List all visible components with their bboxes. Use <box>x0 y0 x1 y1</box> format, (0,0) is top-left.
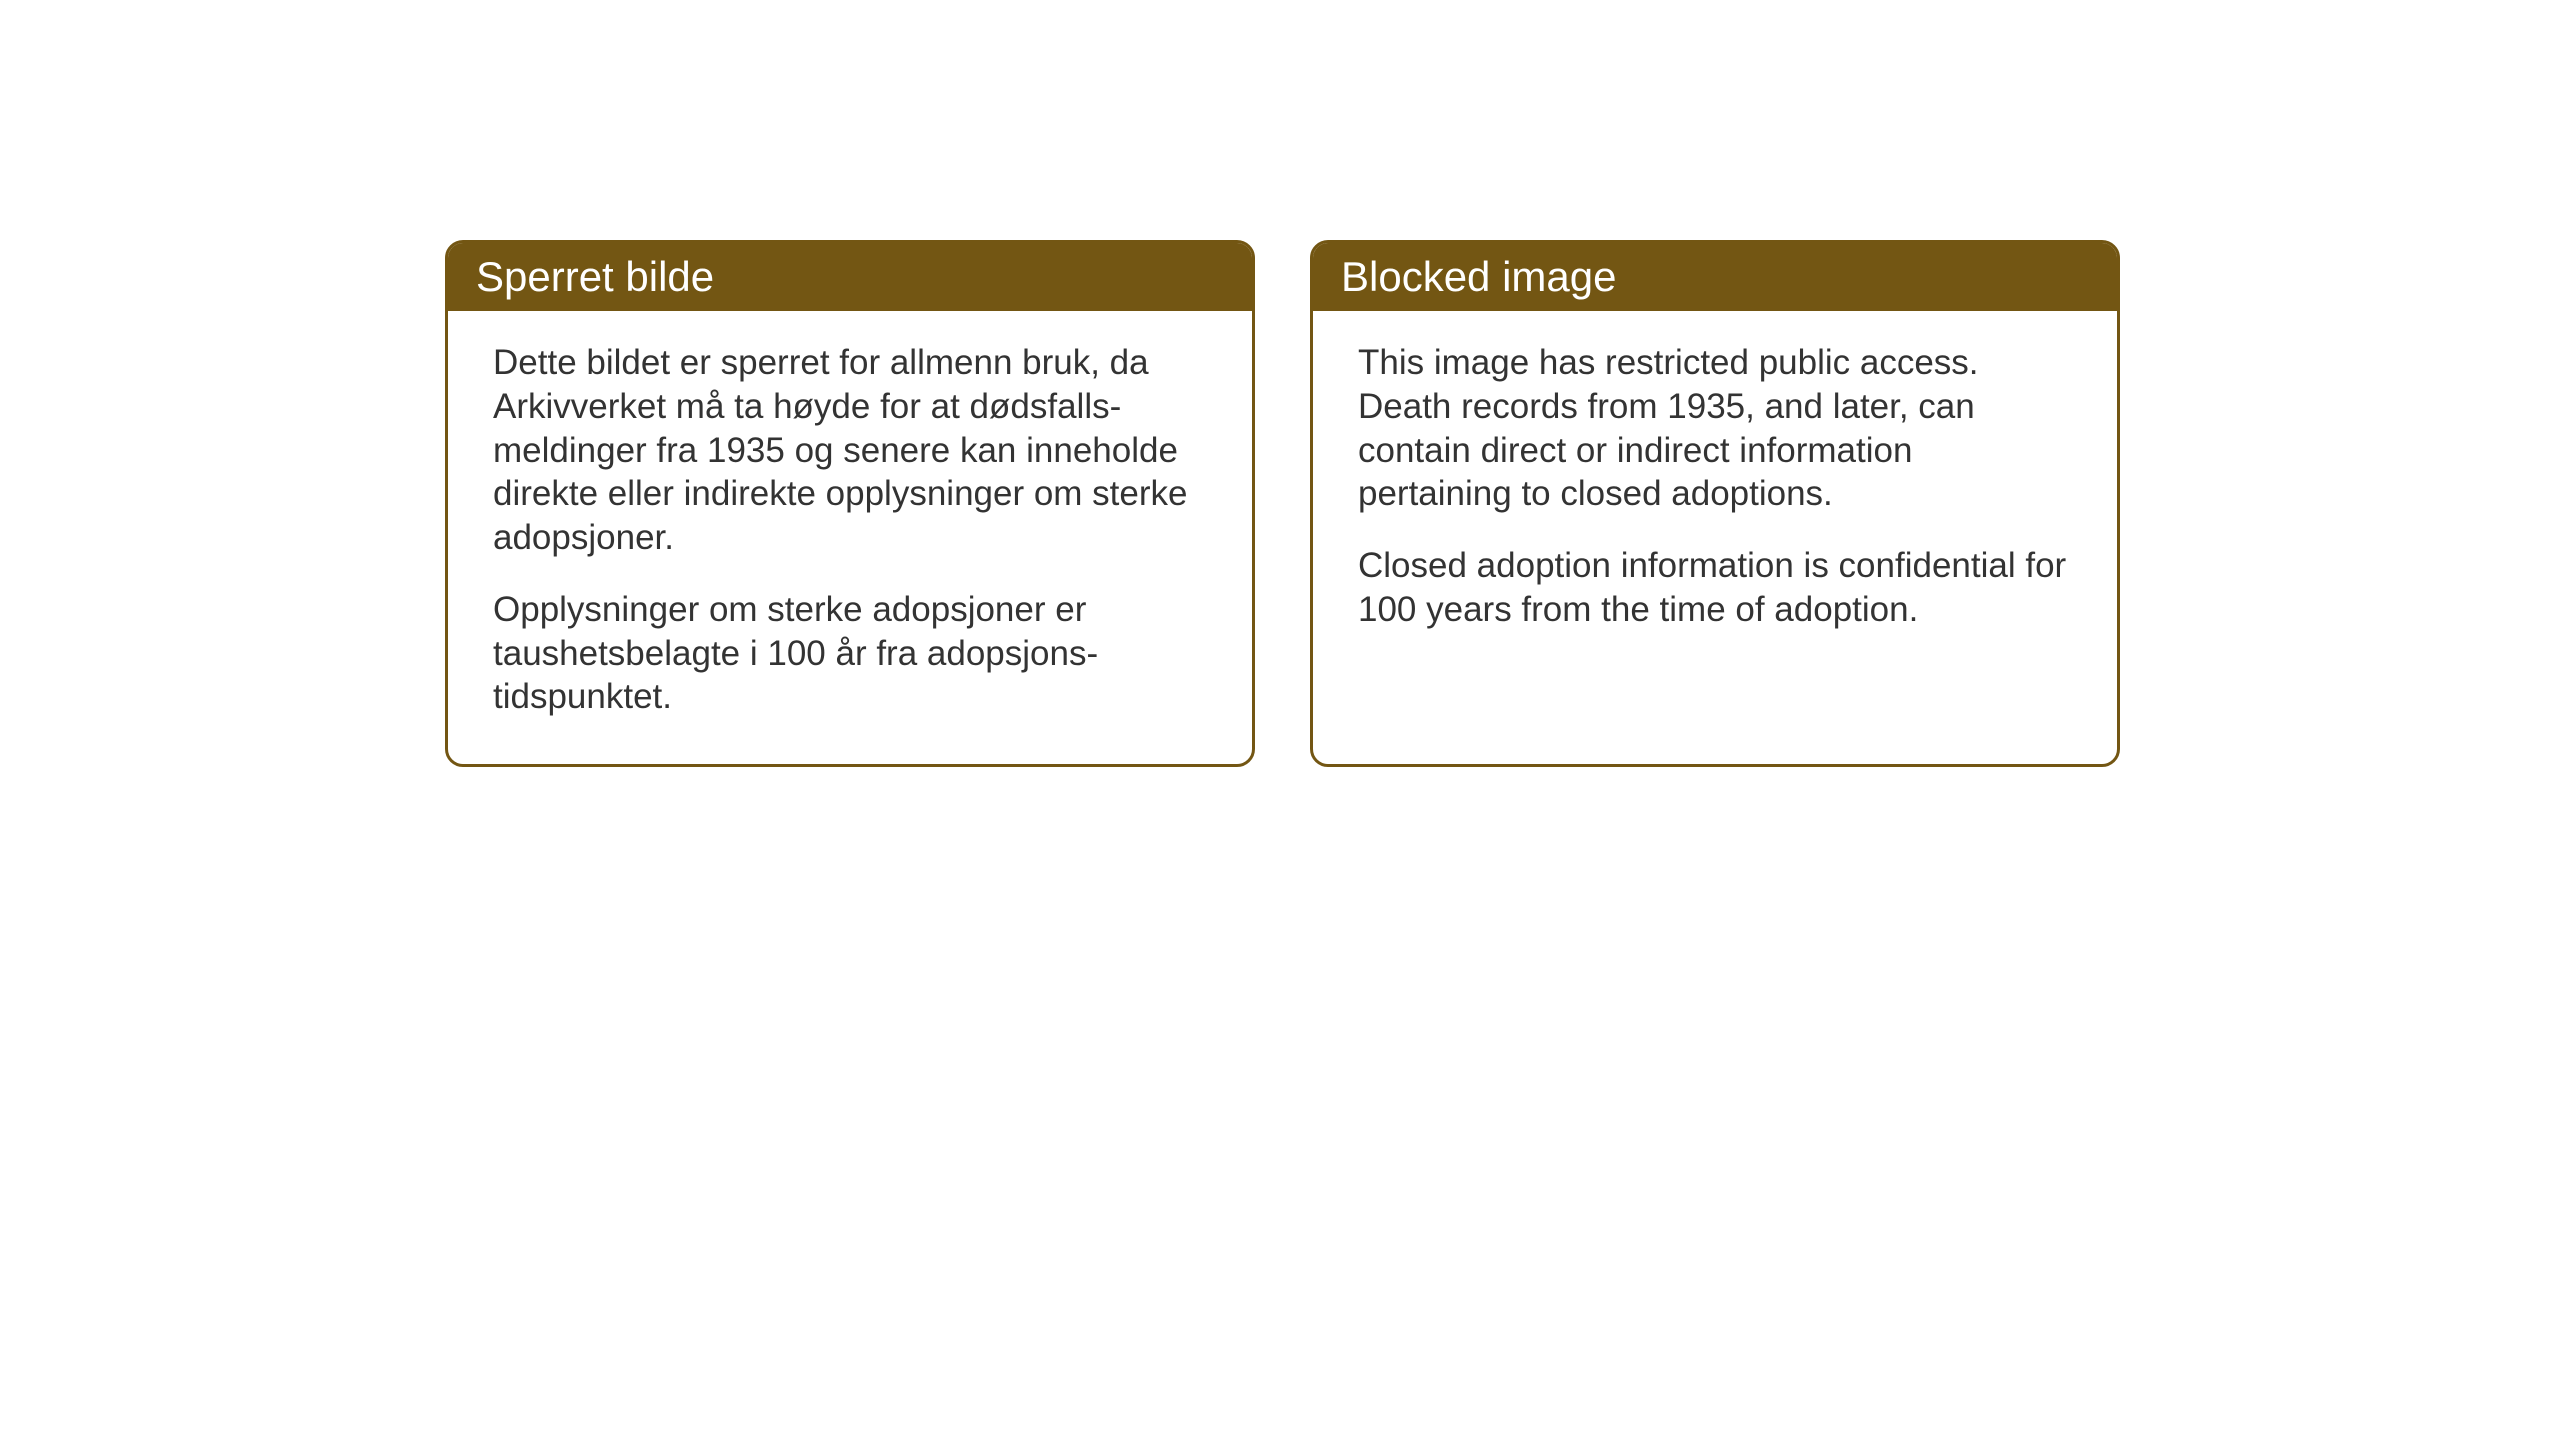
english-card-title: Blocked image <box>1313 243 2117 311</box>
english-paragraph-1: This image has restricted public access.… <box>1358 341 2072 516</box>
english-card-body: This image has restricted public access.… <box>1313 311 2117 677</box>
norwegian-paragraph-1: Dette bildet er sperret for allmenn bruk… <box>493 341 1207 560</box>
norwegian-card-body: Dette bildet er sperret for allmenn bruk… <box>448 311 1252 764</box>
english-notice-card: Blocked image This image has restricted … <box>1310 240 2120 767</box>
notice-cards-container: Sperret bilde Dette bildet er sperret fo… <box>445 240 2120 767</box>
norwegian-paragraph-2: Opplysninger om sterke adopsjoner er tau… <box>493 588 1207 719</box>
norwegian-notice-card: Sperret bilde Dette bildet er sperret fo… <box>445 240 1255 767</box>
english-paragraph-2: Closed adoption information is confident… <box>1358 544 2072 632</box>
norwegian-card-title: Sperret bilde <box>448 243 1252 311</box>
